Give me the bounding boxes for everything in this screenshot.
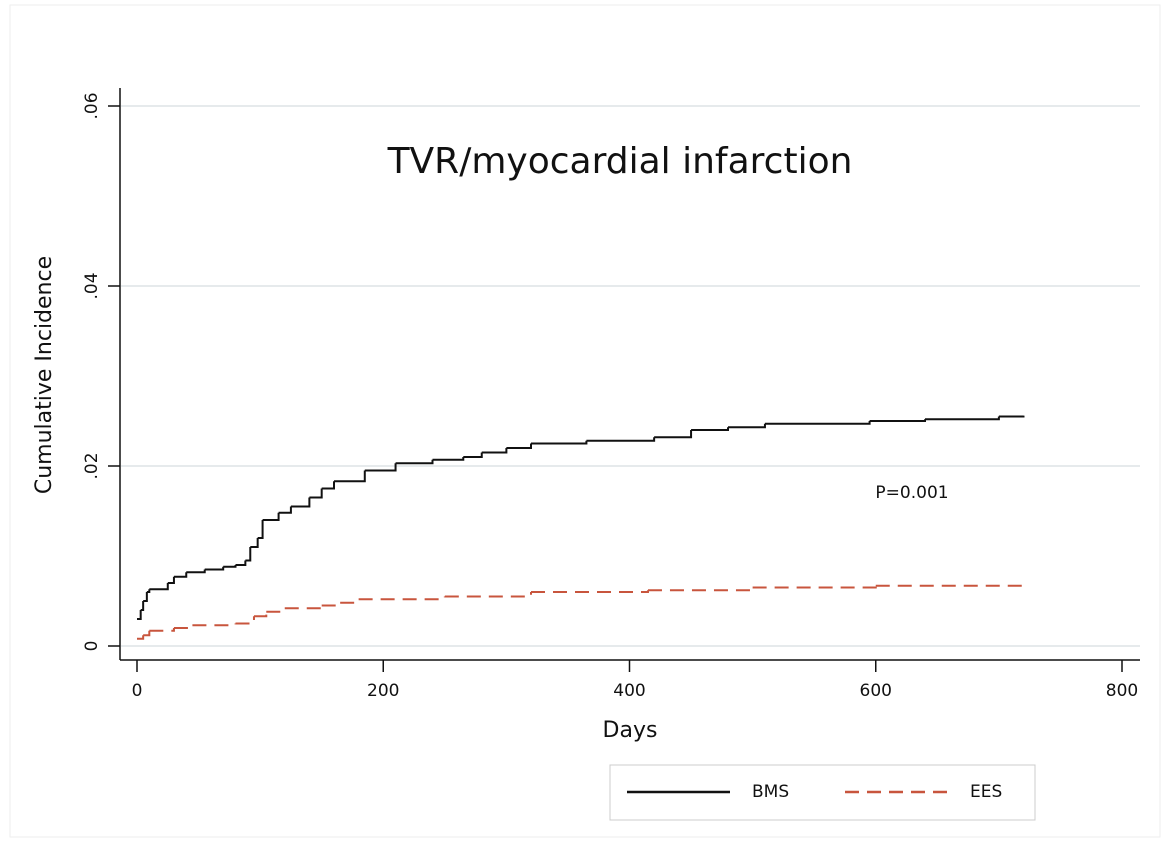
step-line (173, 625, 194, 629)
step-line (463, 452, 483, 458)
annotation: P=0.001 (875, 483, 948, 503)
step-line (481, 448, 508, 454)
frame (9, 4, 1161, 838)
step-line (250, 538, 259, 548)
step-line (290, 497, 311, 508)
step-line (137, 635, 145, 640)
step-line (998, 415, 1025, 418)
step-line (137, 610, 142, 620)
step-line (752, 585, 877, 589)
step-line (262, 512, 280, 521)
step-line (691, 427, 729, 431)
step-line (186, 569, 206, 574)
chart-title: TVR/myocardial infarction (387, 141, 853, 182)
x-tick-label: 200 (367, 681, 399, 701)
step-line (728, 423, 766, 429)
x-tick-label: 400 (613, 681, 645, 701)
step-line (647, 587, 754, 592)
step-line (334, 470, 366, 483)
step-line (257, 520, 264, 539)
y-tick-label: .06 (82, 92, 102, 119)
x-tick-label: 0 (132, 681, 143, 701)
step-line (140, 601, 145, 611)
step-line (278, 506, 292, 514)
y-tick-label: .02 (82, 452, 102, 479)
step-line (245, 547, 252, 562)
step-line (506, 443, 532, 449)
step-line (444, 592, 532, 598)
step-line (223, 565, 237, 568)
step-line (309, 488, 323, 499)
step-line (869, 419, 926, 422)
x-axis-label: Days (603, 718, 658, 743)
legend-label: EES (970, 782, 1002, 802)
step-line (764, 421, 871, 425)
legend-label: BMS (752, 782, 789, 802)
step-line (235, 616, 255, 625)
step-line (531, 590, 649, 593)
step-line (149, 583, 169, 591)
step-line (192, 623, 237, 627)
step-line (654, 430, 693, 439)
step-line (586, 437, 656, 442)
step-line (364, 463, 397, 472)
x-tick-label: 800 (1106, 681, 1138, 701)
x-tick-label: 600 (860, 681, 892, 701)
step-line (875, 584, 1025, 587)
step-line (284, 605, 323, 610)
step-line (340, 599, 360, 604)
y-tick-label: .04 (82, 272, 102, 299)
step-line (321, 481, 335, 490)
step-line (204, 566, 225, 571)
step-line (173, 572, 188, 578)
step-line (321, 602, 342, 607)
step-line (266, 608, 286, 613)
step-line (531, 440, 588, 445)
step-line (432, 457, 465, 461)
step-line (167, 576, 175, 584)
step-line (143, 592, 148, 602)
y-tick-label: 0 (82, 641, 102, 652)
step-line (235, 560, 247, 566)
step-line (143, 630, 151, 637)
step-line (925, 416, 1000, 421)
step-line (149, 628, 175, 632)
y-axis-label: Cumulative Incidence (32, 256, 57, 494)
step-line (358, 596, 446, 601)
step-line (253, 611, 268, 618)
step-line (146, 589, 151, 593)
step-line (395, 459, 434, 465)
